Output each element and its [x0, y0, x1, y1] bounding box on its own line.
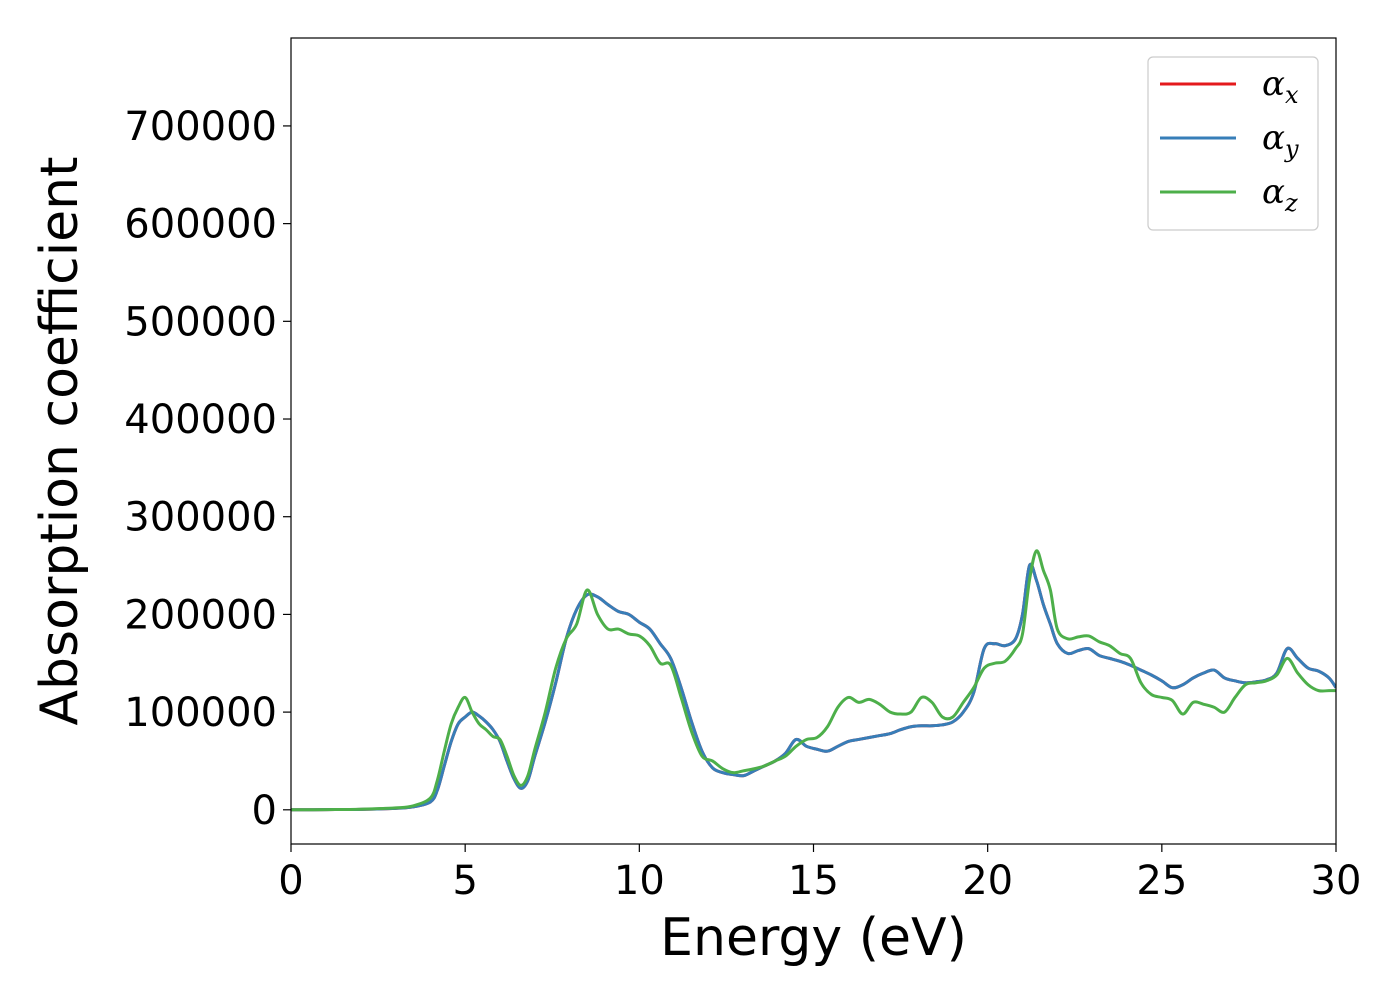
x-tick-label: 0: [278, 858, 303, 904]
y-axis-title: Absorption coefficient: [30, 156, 90, 725]
x-tick-label: 25: [1136, 858, 1187, 904]
y-tick-label: 700000: [124, 104, 277, 150]
y-tick-label: 300000: [124, 495, 277, 541]
x-tick-label: 20: [962, 858, 1013, 904]
y-tick-label: 0: [252, 788, 277, 834]
x-tick-label: 30: [1311, 858, 1362, 904]
series-layer: [291, 549, 1336, 812]
legend-label-z: αz: [1262, 172, 1298, 217]
legend-label-y: αy: [1262, 118, 1299, 163]
y-tick-label: 100000: [124, 690, 277, 736]
y-axis-ticks: 0 100000 200000 300000 400000 500000 600000 700…: [124, 104, 291, 834]
x-tick-label: 15: [788, 858, 839, 904]
y-tick-label: 200000: [124, 592, 277, 638]
legend-box: [1147, 56, 1319, 231]
x-tick-label: 5: [452, 858, 477, 904]
legend: αx αy αz: [1147, 56, 1319, 231]
y-tick-label: 600000: [124, 202, 277, 248]
series-line-y: [291, 562, 1336, 812]
y-tick-label: 400000: [124, 397, 277, 443]
x-tick-label: 10: [614, 858, 665, 904]
legend-label-x: αx: [1262, 64, 1299, 109]
y-tick-label: 500000: [124, 299, 277, 345]
x-axis-ticks: 0 5 10 15 20 25 30: [278, 844, 1361, 904]
series-line-z: [291, 549, 1336, 812]
x-axis-title: Energy (eV): [660, 908, 967, 968]
